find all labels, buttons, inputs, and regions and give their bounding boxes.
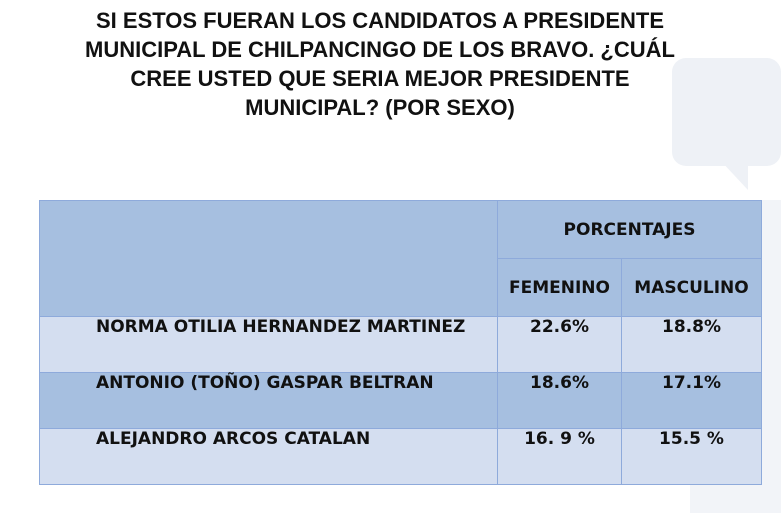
femenino-value: 22.6% <box>497 316 622 373</box>
title-line: CREE USTED QUE SERIA MEJOR PRESIDENTE <box>130 66 630 91</box>
header-empty-cell <box>39 200 498 317</box>
candidate-name: NORMA OTILIA HERNANDEZ MARTINEZ <box>39 316 498 373</box>
table-row: ALEJANDRO ARCOS CATALAN 16. 9 % 15.5 % <box>39 428 762 485</box>
header-porcentajes: PORCENTAJES <box>497 200 762 259</box>
table-row: ANTONIO (TOÑO) GASPAR BELTRAN 18.6% 17.1… <box>39 372 762 429</box>
header-femenino: FEMENINO <box>497 258 622 317</box>
table-row: NORMA OTILIA HERNANDEZ MARTINEZ 22.6% 18… <box>39 316 762 373</box>
title-line: MUNICIPAL? (POR SEXO) <box>245 95 515 120</box>
masculino-value: 15.5 % <box>621 428 762 485</box>
header-masculino: MASCULINO <box>621 258 762 317</box>
title-line: SI ESTOS FUERAN LOS CANDIDATOS A PRESIDE… <box>96 8 664 33</box>
candidate-name: ALEJANDRO ARCOS CATALAN <box>39 428 498 485</box>
femenino-value: 16. 9 % <box>497 428 622 485</box>
title-line: MUNICIPAL DE CHILPANCINGO DE LOS BRAVO. … <box>85 37 675 62</box>
femenino-value: 18.6% <box>497 372 622 429</box>
header-row-group: PORCENTAJES <box>39 200 762 317</box>
candidate-name: ANTONIO (TOÑO) GASPAR BELTRAN <box>39 372 498 429</box>
masculino-value: 17.1% <box>621 372 762 429</box>
background-speech-bubble-tail <box>720 160 748 190</box>
background-speech-bubble <box>672 58 781 166</box>
results-table: PORCENTAJES FEMENINO MASCULINO NORMA OTI… <box>39 200 762 485</box>
masculino-value: 18.8% <box>621 316 762 373</box>
page-title: SI ESTOS FUERAN LOS CANDIDATOS A PRESIDE… <box>40 6 720 122</box>
